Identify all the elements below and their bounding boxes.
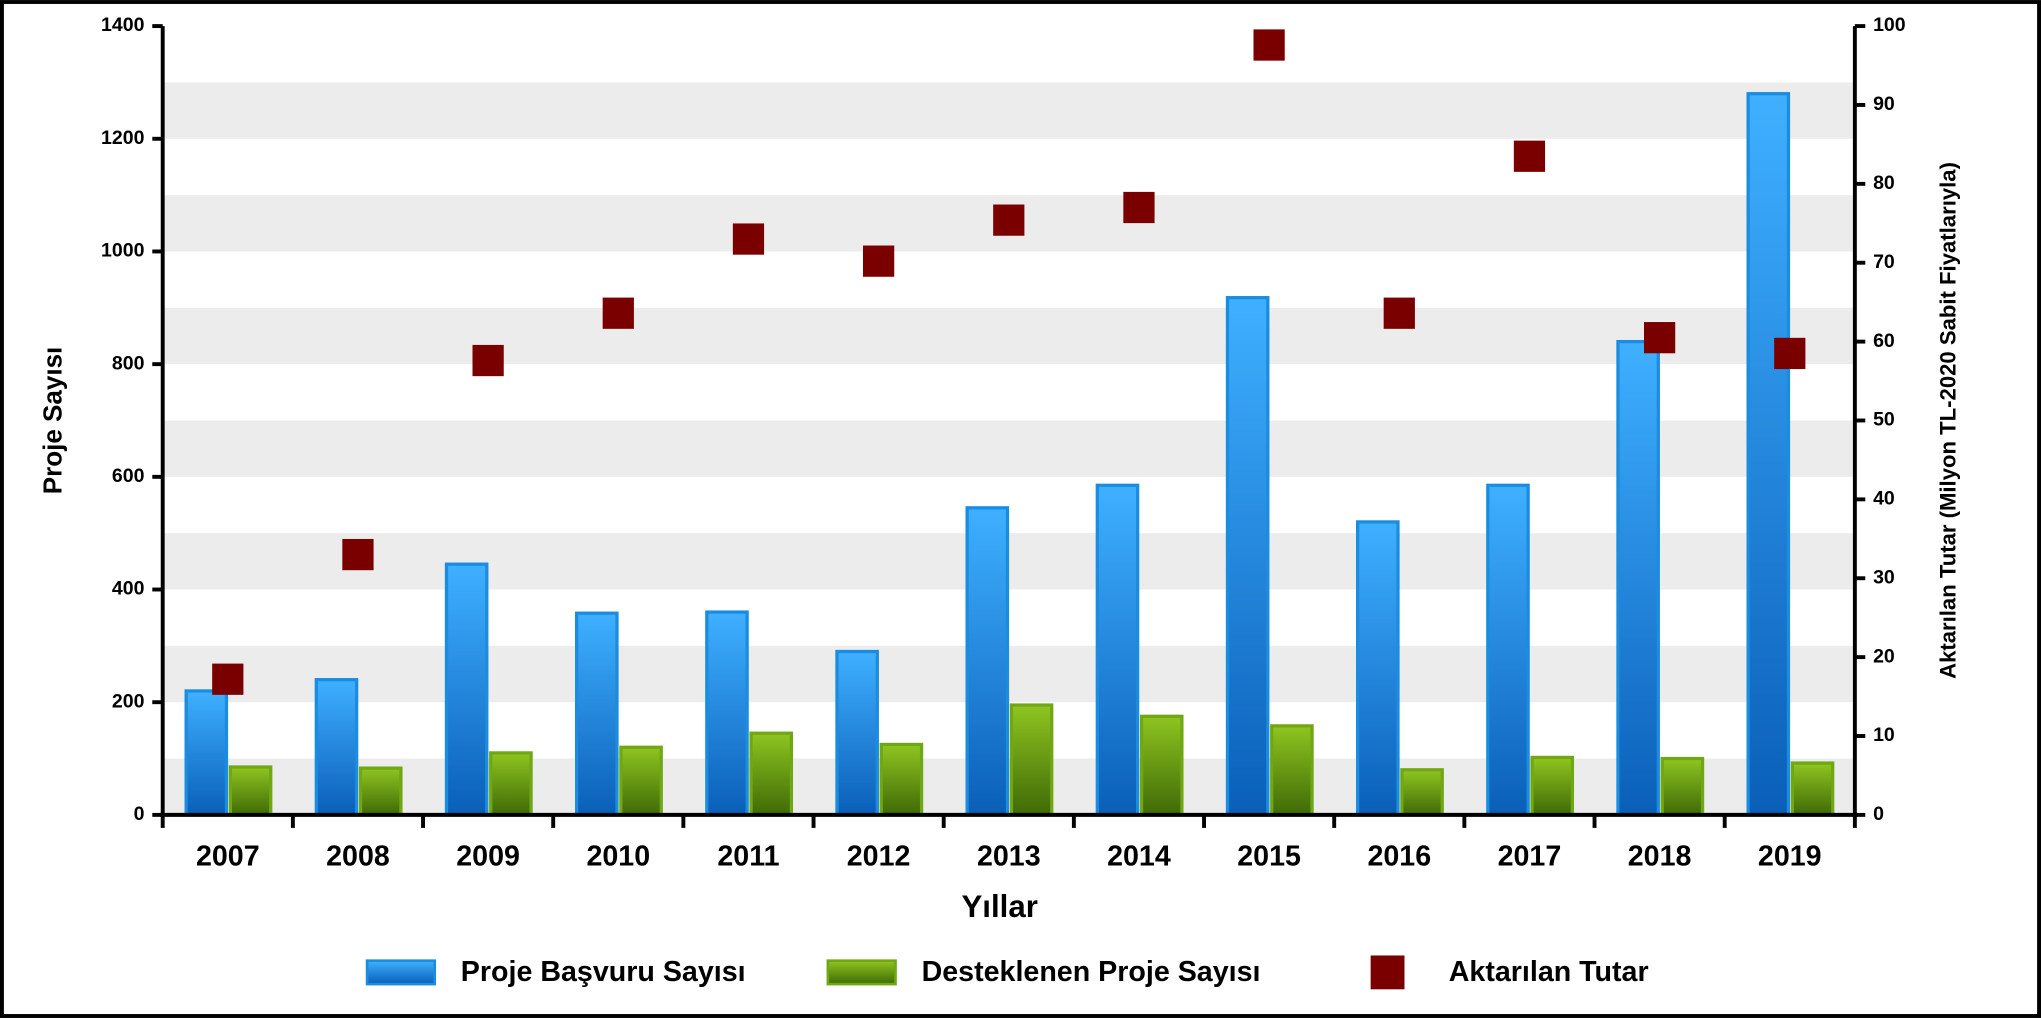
bar: [228, 765, 273, 817]
y2-tick-label: 20: [1873, 645, 1895, 667]
y-tick-label: 1400: [101, 14, 145, 36]
legend-label: Desteklenen Proje Sayısı: [922, 956, 1261, 988]
marker: [1253, 29, 1285, 61]
x-tick-label: 2011: [717, 840, 779, 872]
legend-swatch: [1370, 955, 1405, 990]
x-tick-label: 2014: [1107, 840, 1171, 872]
x-tick-label: 2008: [326, 840, 390, 872]
x-tick-label: 2017: [1498, 840, 1562, 872]
grid-band: [162, 307, 1855, 365]
y-tick-label: 1000: [101, 240, 145, 262]
bar: [749, 731, 794, 817]
bar: [1225, 296, 1270, 817]
y2-tick-label: 60: [1873, 330, 1895, 352]
y-tick-label: 800: [112, 352, 145, 374]
x-tick-label: 2016: [1367, 840, 1431, 872]
y2-tick-label: 50: [1873, 409, 1895, 431]
x-axis-label: Yıllar: [961, 889, 1037, 924]
bar: [1139, 714, 1184, 817]
marker: [862, 245, 895, 277]
y2-tick-label: 40: [1873, 488, 1895, 510]
marker: [342, 538, 374, 571]
legend-swatch: [365, 959, 437, 986]
x-tick-label: 2012: [847, 840, 911, 872]
bar: [619, 745, 663, 817]
grid-band: [162, 82, 1855, 139]
y-tick-label: 1200: [101, 127, 145, 149]
y2-tick-label: 100: [1873, 14, 1906, 36]
marker: [1123, 191, 1155, 224]
bar: [1486, 483, 1530, 817]
x-tick-label: 2007: [196, 840, 260, 872]
bar: [184, 689, 229, 817]
bar: [1270, 724, 1314, 817]
bar: [965, 506, 1010, 817]
y2-tick-label: 70: [1873, 251, 1895, 273]
bar: [489, 751, 533, 817]
y2-tick-label: 80: [1873, 172, 1895, 194]
y2-tick-label: 30: [1873, 566, 1895, 588]
grid-band: [162, 420, 1855, 477]
marker: [993, 204, 1025, 236]
x-tick-label: 2015: [1237, 840, 1301, 872]
marker: [472, 344, 504, 377]
bar: [705, 610, 749, 817]
x-tick-label: 2013: [977, 840, 1041, 872]
y2-tick-label: 0: [1873, 803, 1884, 825]
marker: [1774, 337, 1806, 370]
x-tick-label: 2018: [1628, 840, 1692, 872]
y2-axis-label: Aktarılan Tutar (Milyon TL-2020 Sabit Fi…: [1936, 162, 1961, 679]
bar: [314, 678, 359, 817]
bar: [575, 611, 619, 817]
y2-tick-label: 90: [1873, 93, 1895, 115]
legend-label: Aktarılan Tutar: [1449, 956, 1649, 988]
bar: [1746, 92, 1791, 817]
y-tick-label: 0: [134, 803, 145, 825]
bar: [358, 766, 403, 817]
y-axis-label: Proje Sayısı: [38, 347, 68, 495]
y2-tick-label: 10: [1873, 724, 1895, 746]
bar: [1790, 761, 1835, 817]
x-tick-label: 2009: [456, 840, 520, 872]
bar: [1616, 339, 1660, 817]
marker: [602, 297, 634, 329]
x-tick-label: 2010: [586, 840, 650, 872]
bar: [1095, 483, 1140, 817]
bar: [444, 562, 489, 817]
legend-label: Proje Başvuru Sayısı: [461, 956, 746, 988]
y-tick-label: 200: [112, 690, 145, 712]
bar: [835, 649, 879, 817]
marker: [1513, 140, 1546, 172]
x-tick-label: 2019: [1758, 840, 1822, 872]
legend-swatch: [826, 959, 897, 986]
bar: [1356, 520, 1400, 817]
marker: [1383, 297, 1415, 329]
bar: [1400, 768, 1444, 817]
y-tick-label: 600: [112, 465, 145, 487]
marker: [1643, 322, 1676, 354]
marker: [212, 663, 244, 695]
bar: [1530, 755, 1575, 817]
bar: [879, 742, 924, 817]
y-tick-label: 400: [112, 578, 145, 600]
bar: [1009, 703, 1054, 817]
bar: [1660, 756, 1705, 817]
marker: [732, 223, 765, 255]
